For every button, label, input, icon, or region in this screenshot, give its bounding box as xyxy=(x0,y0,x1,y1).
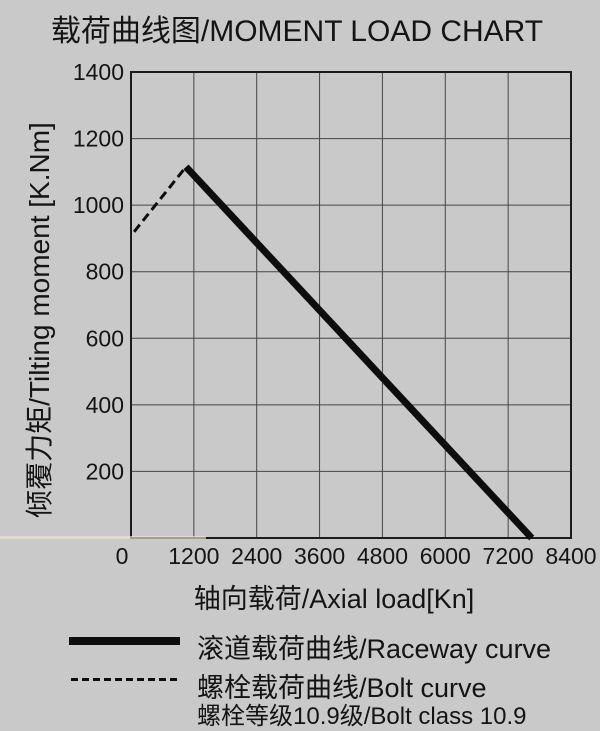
bolt-curve-swatch-line xyxy=(71,678,177,681)
raceway-curve-line xyxy=(183,164,535,541)
chart-title: 载荷曲线图/MOMENT LOAD CHART xyxy=(50,15,544,48)
x-tick-label: 3600 xyxy=(294,543,345,569)
y-tick-label: 1000 xyxy=(73,192,124,218)
scan-artifact-line xyxy=(0,536,206,539)
plot-area: 0 1200 2400 3600 4800 6000 7200 8400 200 400 600 80… xyxy=(73,59,597,569)
y-tick-label: 400 xyxy=(86,392,124,418)
bolt-class-note: 螺栓等级10.9级/Bolt class 10.9 xyxy=(197,703,527,730)
legend-item-raceway-label: 滚道载荷曲线/Raceway curve xyxy=(197,634,552,664)
raceway-curve-swatch-line xyxy=(69,637,180,645)
x-tick-label: 7200 xyxy=(483,543,534,569)
y-tick-label: 200 xyxy=(86,458,124,484)
x-tick-label: 8400 xyxy=(545,543,596,569)
x-tick-label: 2400 xyxy=(231,543,282,569)
y-tick-label: 1200 xyxy=(73,126,124,152)
y-tick-label: 600 xyxy=(86,325,124,351)
y-tick-label: 1400 xyxy=(73,59,124,85)
legend-item-bolt-label: 螺栓载荷曲线/Bolt curve xyxy=(197,673,487,703)
y-tick-label: 800 xyxy=(86,259,124,285)
x-tick-label: 0 xyxy=(116,543,129,569)
bolt-curve-line xyxy=(132,165,188,233)
x-axis-label: 轴向载荷/Axial load[Kn] xyxy=(193,584,475,614)
x-tick-label: 4800 xyxy=(357,543,408,569)
x-tick-label: 6000 xyxy=(420,543,471,569)
plot-border xyxy=(130,71,572,539)
x-tick-label: 1200 xyxy=(168,543,219,569)
